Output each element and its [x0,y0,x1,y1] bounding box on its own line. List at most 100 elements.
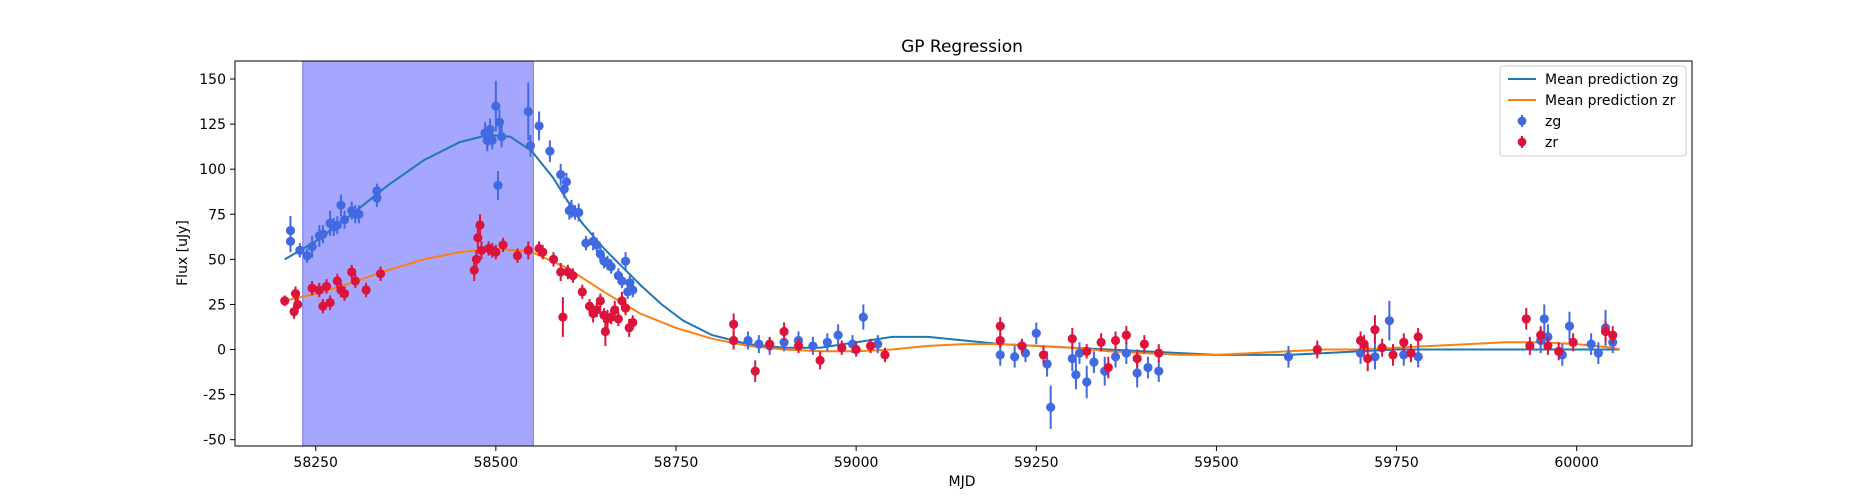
data-point-zg [318,225,328,244]
y-axis: -50 -25 0 25 50 75 100 125 150 [199,72,235,449]
data-point-zg [1074,342,1085,364]
y-tick-label: 100 [199,162,226,178]
x-axis-label: MJD [949,474,976,490]
y-tick-label: 50 [208,252,226,268]
data-point-zr [1399,333,1409,352]
data-point-zr [293,297,303,312]
data-point-zr [1017,338,1027,354]
data-point-zr [995,333,1005,348]
data-point-zr [471,250,481,269]
data-point-zg [581,235,591,251]
data-point-zr [1536,326,1546,345]
data-point-zr [339,286,350,301]
x-tick-label: 59750 [1374,455,1419,471]
data-point-zg [754,335,764,354]
data-point-zg [295,243,305,258]
data-point-zg [523,82,533,141]
axes-frame [234,60,1693,447]
data-point-zr [1359,335,1369,354]
data-point-zr [325,295,335,310]
legend-item: zg [1517,114,1561,130]
data-point-zg [1154,360,1164,382]
data-point-zg [339,210,350,229]
data-point-zr [1132,349,1142,368]
data-point-zg [1031,322,1041,345]
data-point-zg [525,134,536,157]
data-point-zr [779,322,789,341]
data-point-zr [1600,320,1611,343]
legend-box [1499,65,1687,157]
y-tick-label: 150 [199,72,226,88]
data-point-zg [574,203,584,222]
data-point-zg [743,331,753,350]
data-point-zr [361,282,371,298]
data-point-zr [595,293,605,309]
y-tick-label: 125 [199,117,226,133]
data-point-zr [538,244,548,260]
data-point-zr [1038,345,1049,364]
data-point-zr [865,338,876,354]
data-point-zg [822,333,832,352]
data-point-zr [765,336,775,352]
x-tick-label: 60000 [1554,455,1599,471]
data-point-zr [548,252,559,267]
data-point-zr [1521,308,1531,330]
data-point-zg [858,304,868,330]
data-point-zr [307,281,317,296]
data-point-zr [613,311,623,327]
legend-label: zr [1545,135,1558,151]
data-point-zg [1089,351,1099,373]
data-points-layer [280,80,1618,429]
legend-item: Mean prediction zg [1508,72,1679,88]
data-point-zg [545,140,555,162]
data-point-zg [332,216,342,235]
data-point-zr [321,279,332,294]
data-point-zg [833,324,843,346]
data-point-zr [558,297,568,337]
data-point-zg [1586,333,1596,355]
data-point-zg [1071,360,1081,390]
plot-area [234,60,1693,447]
mean-prediction-layer [284,133,1621,356]
data-point-zg [285,230,296,253]
data-point-zr [1370,315,1380,345]
data-point-zg [1143,356,1153,379]
data-point-zg [606,259,616,274]
data-point-zg [302,248,312,263]
legend-label: zg [1545,114,1561,130]
legend-label: Mean prediction zr [1545,93,1676,109]
data-point-zr [1154,344,1164,363]
data-point-zr [523,241,533,260]
data-point-zr [1363,345,1373,372]
chart-title: GP Regression [901,37,1023,57]
data-point-zg [561,172,572,191]
data-point-zr [498,237,508,253]
data-point-zg [628,282,638,298]
data-point-zr [318,299,328,314]
y-tick-label: 75 [208,207,226,223]
data-point-zr [628,315,638,330]
x-tick-label: 58250 [293,455,338,471]
data-point-zr [620,300,631,316]
data-point-zr [375,266,386,281]
data-point-zr [1543,336,1553,355]
data-point-zg [1067,345,1077,372]
data-point-zr [1139,335,1149,354]
data-point-zg [354,205,364,224]
data-point-zr [556,262,566,281]
data-point-zr [280,295,290,307]
data-point-zg [1082,365,1092,399]
data-point-zr [491,244,501,260]
data-point-zg [493,171,503,200]
data-point-zg [1564,311,1575,341]
data-point-zr [1312,340,1322,359]
data-point-zg [873,335,883,354]
data-point-zg [1593,342,1603,364]
data-point-zr [750,360,760,382]
data-point-zr [1377,338,1387,357]
data-point-zg [1046,385,1056,429]
data-point-zr [577,284,587,300]
data-point-zr [1103,356,1113,379]
data-point-zr [1096,333,1106,352]
y-axis-label: Flux [uJy] [175,220,191,286]
